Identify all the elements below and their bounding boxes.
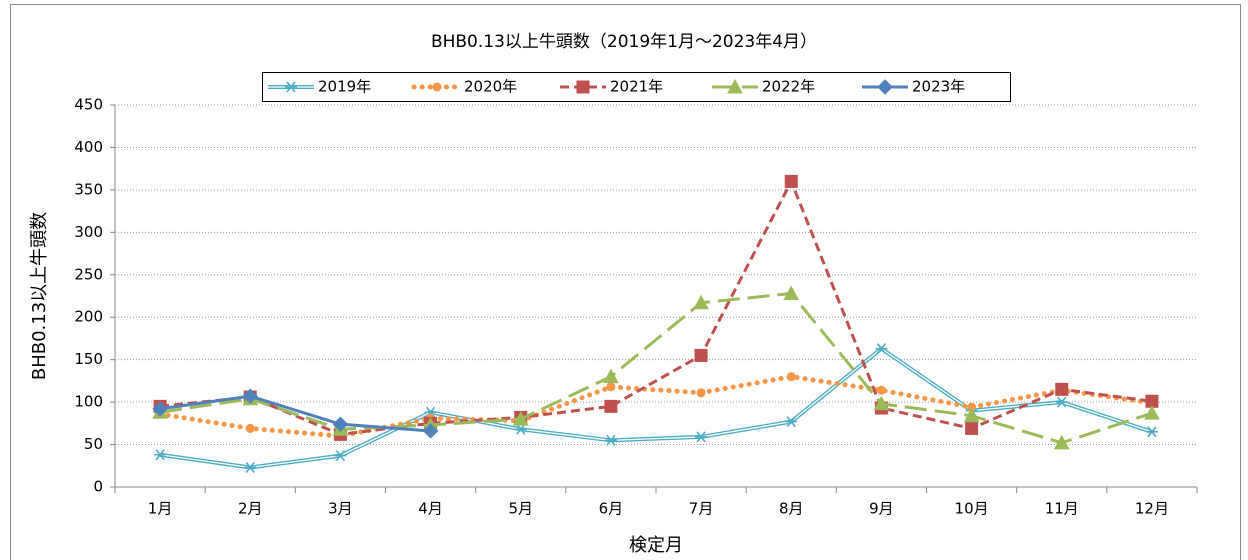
data-point bbox=[512, 411, 529, 426]
data-point bbox=[1055, 382, 1069, 396]
y-tick-label: 250 bbox=[74, 265, 103, 283]
y-tick-label: 400 bbox=[74, 138, 103, 156]
x-tick-label: 6月 bbox=[599, 500, 624, 518]
data-point bbox=[876, 385, 886, 395]
data-point bbox=[334, 450, 347, 462]
data-point bbox=[696, 388, 706, 398]
series-line bbox=[157, 374, 1155, 439]
y-tick-label: 50 bbox=[84, 435, 103, 453]
data-point bbox=[693, 294, 709, 310]
x-tick-label: 11月 bbox=[1045, 500, 1079, 518]
y-tick-label: 450 bbox=[74, 96, 103, 114]
series-line bbox=[159, 394, 431, 433]
legend-label: 2022年 bbox=[762, 78, 815, 96]
legend-marker bbox=[285, 81, 297, 93]
x-tick-label: 9月 bbox=[869, 500, 894, 518]
data-point bbox=[1144, 405, 1160, 420]
data-point bbox=[965, 421, 979, 435]
y-tick-label: 200 bbox=[74, 308, 103, 326]
data-point bbox=[784, 174, 798, 188]
data-point bbox=[873, 395, 890, 411]
legend-label: 2020年 bbox=[464, 78, 517, 96]
data-point bbox=[963, 407, 980, 423]
data-point bbox=[786, 372, 796, 382]
data-point bbox=[152, 401, 168, 417]
y-tick-label: 100 bbox=[74, 393, 103, 411]
data-point bbox=[244, 461, 257, 473]
data-point bbox=[604, 434, 617, 446]
x-tick-label: 10月 bbox=[955, 500, 989, 518]
y-tick-label: 350 bbox=[74, 180, 103, 198]
data-point bbox=[242, 388, 258, 404]
legend-label: 2023年 bbox=[912, 78, 965, 96]
data-point bbox=[604, 399, 618, 413]
legend-marker bbox=[877, 79, 893, 95]
x-tick-label: 8月 bbox=[779, 500, 804, 518]
legend-label: 2019年 bbox=[318, 78, 371, 96]
data-point bbox=[245, 423, 255, 433]
data-point bbox=[606, 382, 616, 392]
y-tick-label: 300 bbox=[74, 223, 103, 241]
legend-marker bbox=[727, 78, 743, 94]
data-point bbox=[785, 416, 798, 428]
legend-marker bbox=[432, 82, 442, 92]
data-point bbox=[422, 423, 439, 439]
x-tick-label: 7月 bbox=[689, 500, 714, 518]
data-point bbox=[154, 449, 167, 461]
data-point bbox=[332, 416, 349, 432]
data-point bbox=[514, 423, 527, 435]
series-line-inner bbox=[159, 347, 1153, 469]
data-point bbox=[783, 285, 800, 300]
data-point bbox=[875, 343, 888, 355]
x-tick-label: 1月 bbox=[148, 500, 173, 518]
data-point bbox=[694, 348, 708, 362]
chart-title: BHB0.13以上牛頭数（2019年1月～2023年4月） bbox=[431, 32, 817, 52]
y-tick-label: 150 bbox=[74, 350, 103, 368]
data-point bbox=[695, 431, 708, 443]
x-axis-title: 検定月 bbox=[629, 535, 683, 556]
series-line bbox=[159, 179, 1153, 436]
x-tick-label: 2月 bbox=[238, 500, 263, 518]
legend-marker bbox=[576, 80, 590, 94]
x-tick-label: 5月 bbox=[508, 500, 533, 518]
y-tick-label: 0 bbox=[93, 478, 103, 496]
data-point bbox=[1053, 434, 1070, 450]
x-tick-label: 12月 bbox=[1135, 500, 1169, 518]
series-line bbox=[159, 291, 1153, 445]
data-point bbox=[1055, 396, 1068, 408]
x-tick-label: 4月 bbox=[418, 500, 443, 518]
y-axis-title: BHB0.13以上牛頭数 bbox=[29, 212, 50, 380]
legend-label: 2021年 bbox=[610, 78, 663, 96]
data-point bbox=[1145, 426, 1158, 438]
x-tick-label: 3月 bbox=[328, 500, 353, 518]
data-point bbox=[603, 368, 619, 384]
